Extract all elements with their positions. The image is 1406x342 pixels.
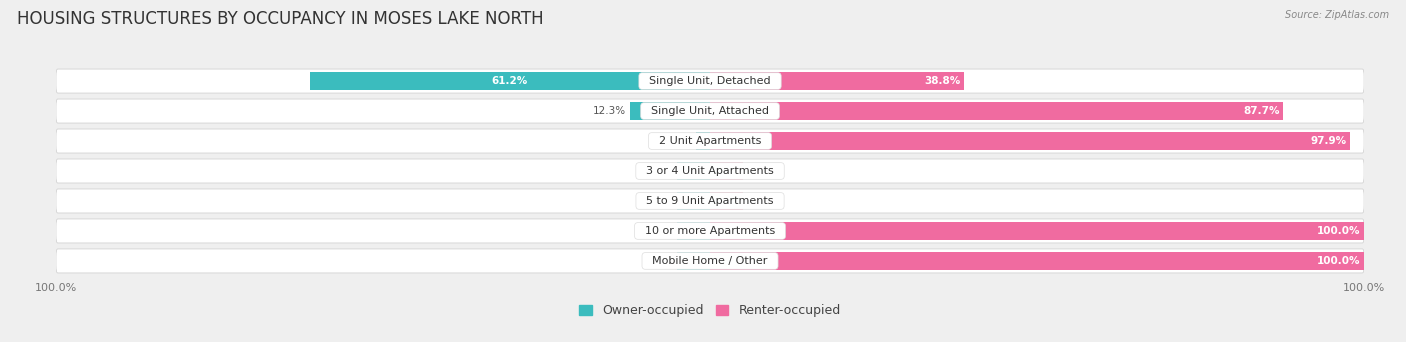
Bar bbox=[630, 102, 710, 120]
Text: 10 or more Apartments: 10 or more Apartments bbox=[638, 226, 782, 236]
FancyBboxPatch shape bbox=[56, 189, 1364, 213]
Text: 12.3%: 12.3% bbox=[593, 106, 626, 116]
Bar bbox=[710, 72, 963, 90]
Text: 97.9%: 97.9% bbox=[1310, 136, 1347, 146]
FancyBboxPatch shape bbox=[56, 69, 1364, 93]
Bar bbox=[710, 222, 1364, 240]
Text: 0.0%: 0.0% bbox=[747, 166, 772, 176]
Text: Source: ZipAtlas.com: Source: ZipAtlas.com bbox=[1285, 10, 1389, 20]
Legend: Owner-occupied, Renter-occupied: Owner-occupied, Renter-occupied bbox=[575, 299, 845, 323]
Text: 0.0%: 0.0% bbox=[648, 166, 673, 176]
Text: 0.0%: 0.0% bbox=[648, 226, 673, 236]
Text: Single Unit, Detached: Single Unit, Detached bbox=[643, 76, 778, 86]
Text: 2.1%: 2.1% bbox=[666, 136, 693, 146]
Text: 61.2%: 61.2% bbox=[492, 76, 529, 86]
FancyBboxPatch shape bbox=[56, 159, 1364, 183]
Bar bbox=[678, 162, 710, 180]
Bar bbox=[710, 132, 1350, 150]
Bar bbox=[678, 192, 710, 210]
Bar bbox=[710, 162, 742, 180]
Text: 3 or 4 Unit Apartments: 3 or 4 Unit Apartments bbox=[640, 166, 780, 176]
FancyBboxPatch shape bbox=[56, 99, 1364, 123]
Text: 5 to 9 Unit Apartments: 5 to 9 Unit Apartments bbox=[640, 196, 780, 206]
Bar bbox=[710, 192, 742, 210]
Bar bbox=[710, 102, 1284, 120]
Text: Mobile Home / Other: Mobile Home / Other bbox=[645, 256, 775, 266]
Bar bbox=[696, 132, 710, 150]
Text: Single Unit, Attached: Single Unit, Attached bbox=[644, 106, 776, 116]
Text: 0.0%: 0.0% bbox=[648, 256, 673, 266]
Text: 0.0%: 0.0% bbox=[648, 196, 673, 206]
Text: 0.0%: 0.0% bbox=[747, 196, 772, 206]
Bar bbox=[710, 252, 1364, 270]
Bar bbox=[678, 222, 710, 240]
Bar bbox=[678, 252, 710, 270]
FancyBboxPatch shape bbox=[56, 219, 1364, 243]
FancyBboxPatch shape bbox=[56, 129, 1364, 153]
Text: 100.0%: 100.0% bbox=[1317, 256, 1361, 266]
Text: HOUSING STRUCTURES BY OCCUPANCY IN MOSES LAKE NORTH: HOUSING STRUCTURES BY OCCUPANCY IN MOSES… bbox=[17, 10, 544, 28]
Text: 2 Unit Apartments: 2 Unit Apartments bbox=[652, 136, 768, 146]
Text: 87.7%: 87.7% bbox=[1244, 106, 1279, 116]
Text: 38.8%: 38.8% bbox=[924, 76, 960, 86]
Text: 100.0%: 100.0% bbox=[1317, 226, 1361, 236]
Bar bbox=[309, 72, 710, 90]
FancyBboxPatch shape bbox=[56, 249, 1364, 273]
